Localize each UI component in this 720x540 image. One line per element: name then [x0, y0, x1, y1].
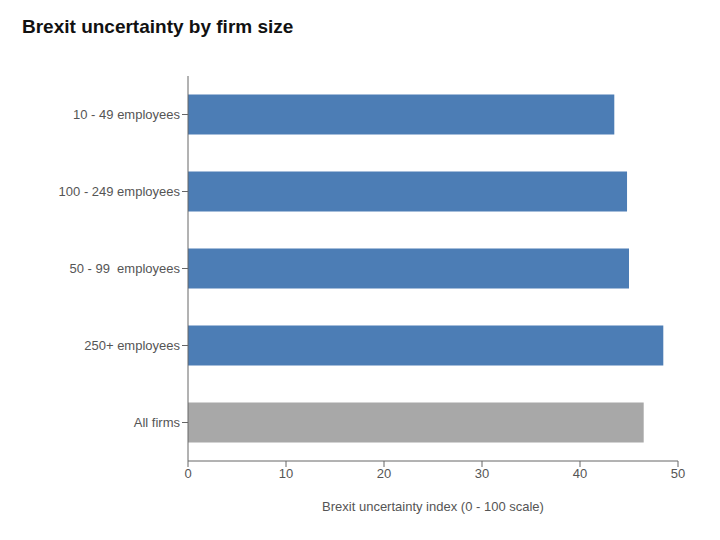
- svg-text:250+ employees: 250+ employees: [84, 338, 180, 353]
- svg-text:10 - 49 employees: 10 - 49 employees: [73, 107, 180, 122]
- html-text:Brexit uncertainty by firm siz: Brexit uncertainty by firm size: [22, 16, 294, 37]
- svg-text:0: 0: [184, 466, 191, 481]
- svg-text:20: 20: [377, 466, 391, 481]
- svg-text:40: 40: [573, 466, 587, 481]
- svg-text:10: 10: [279, 466, 293, 481]
- svg-text:Brexit uncertainty index (0 -: Brexit uncertainty index (0 - 100 scale): [322, 499, 544, 514]
- svg-text:50 - 99 employees: 50 - 99 employees: [69, 261, 180, 276]
- svg-text:100 - 249 employees: 100 - 249 employees: [59, 184, 181, 199]
- svg-text:30: 30: [475, 466, 489, 481]
- svg-text:50: 50: [671, 466, 685, 481]
- svg-text:All firms: All firms: [134, 415, 181, 430]
